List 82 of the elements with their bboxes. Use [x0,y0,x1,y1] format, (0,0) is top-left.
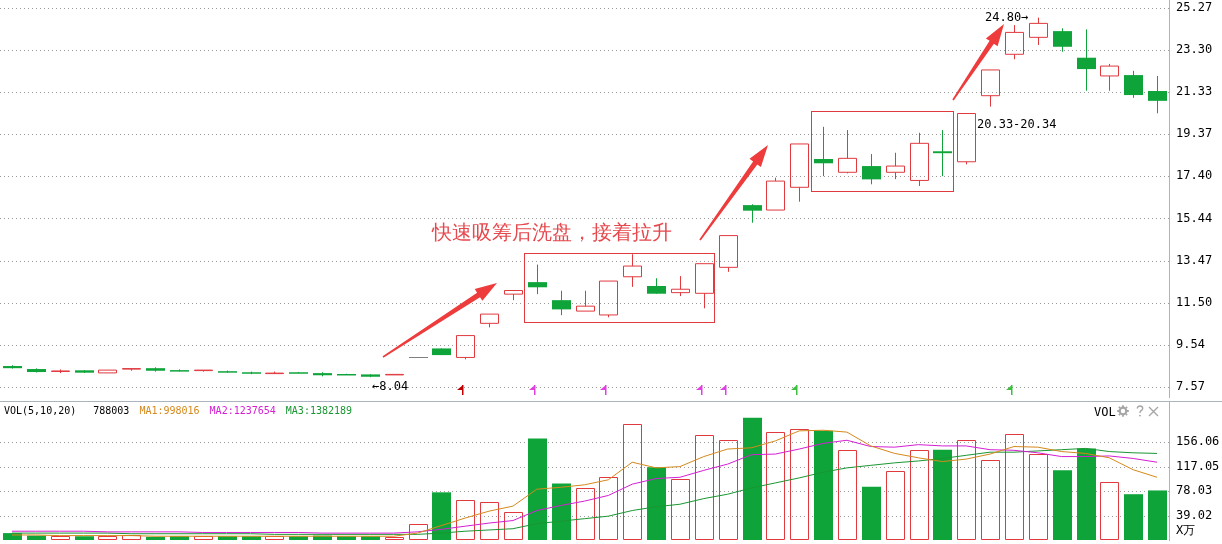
bar [98,536,117,540]
candlestick [933,129,952,177]
bar [528,438,547,540]
y-tick-label: 7.57 [1176,379,1205,394]
bar [480,502,499,540]
bar [1100,482,1119,540]
bar [1077,448,1096,540]
candlestick [385,373,404,376]
bar [743,417,762,540]
annotation: 788003 [93,405,130,416]
candlestick [1148,75,1167,114]
y-tick-label: 78.03 [1176,483,1213,498]
bar [790,429,809,540]
bar [75,536,94,540]
bar [647,467,666,540]
candlestick [98,369,117,374]
candlestick [552,290,571,316]
candlestick [981,69,1000,108]
y-tick-label: 13.47 [1176,252,1213,267]
annotation: 20.33-20.34 [977,117,1057,131]
text: MA2:1237654 [209,405,276,416]
bar [51,536,70,540]
bar [695,435,714,540]
y-tick-label: 9.54 [1176,337,1205,352]
y-tick-label: 25.27 [1176,0,1213,14]
y-tick-label: 11.50 [1176,295,1213,310]
candlestick [695,263,714,309]
bar [409,524,428,540]
candlestick [623,253,642,288]
y-tick-label: 156.06 [1176,434,1220,449]
y-axis-title: X万 [1176,522,1196,539]
bar [1029,454,1048,540]
candlestick [814,126,833,177]
y-tick-label: 19.37 [1176,126,1213,141]
candlestick [528,264,547,295]
bar [933,449,952,540]
candlestick [1077,28,1096,92]
candlestick [194,369,213,372]
bar [552,483,571,540]
candlestick [790,143,809,203]
annotation: ←8.04 [372,379,409,393]
bar [1148,490,1167,540]
bar [27,535,46,540]
annotation: VOL [1094,405,1116,419]
bar [385,537,404,540]
bar [432,492,451,540]
bar [146,536,165,540]
annotation: 24.80→ [985,10,1029,24]
chart-title: VOL(5,10,20) [4,405,77,416]
bar [814,430,833,540]
bar [576,488,595,540]
bar [1053,470,1072,540]
bar [671,479,690,540]
text: MA3:1382189 [285,405,353,416]
bar [1005,434,1024,540]
bar [599,477,618,540]
text: MA1:998016 [139,405,200,416]
candlestick [743,203,762,224]
bar [766,432,785,540]
candlestick [671,275,690,297]
candlestick [576,290,595,312]
bar [886,471,905,540]
bar [504,512,523,540]
bar [862,486,881,540]
bar [623,424,642,540]
y-tick-label: 23.30 [1176,41,1213,56]
y-tick-label: 117.05 [1176,458,1220,473]
bar [838,450,857,540]
bar [957,440,976,540]
candlestick [862,153,881,185]
annotation: 快速吸筹后洗盘，接着拉升 [432,220,672,245]
candlestick [1053,27,1072,53]
candlestick [1124,70,1143,99]
y-tick-label: 21.33 [1176,84,1213,99]
y-tick-label: 15.44 [1176,210,1213,225]
bar [910,450,929,540]
y-tick-label: 39.02 [1176,507,1213,522]
bar [719,440,738,540]
bar [456,500,475,540]
y-tick-label: 17.40 [1176,168,1213,183]
bar [981,460,1000,540]
bar [1124,494,1143,540]
